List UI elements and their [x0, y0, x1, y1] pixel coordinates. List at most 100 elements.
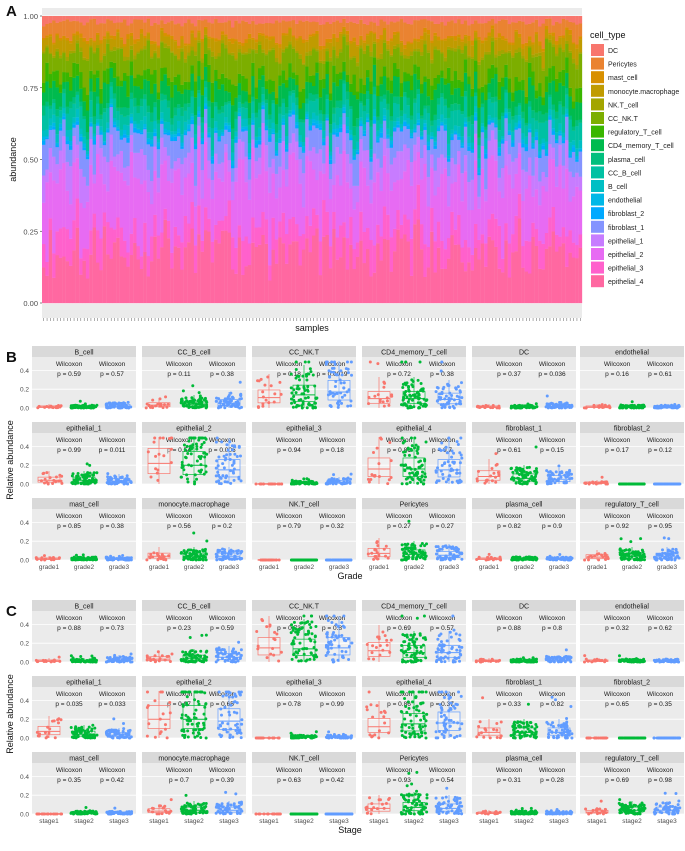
data-point: [349, 360, 353, 364]
stacked-bar-segment: [484, 149, 488, 154]
stacked-bar-segment: [355, 23, 360, 45]
data-point: [334, 372, 338, 376]
data-point: [447, 399, 451, 403]
stacked-bar-segment: [62, 256, 66, 304]
stacked-bar-segment: [193, 124, 198, 135]
stacked-bar-segment: [116, 217, 120, 238]
stacked-bar-segment: [99, 238, 103, 271]
stacked-bar-segment: [291, 152, 296, 218]
data-point: [551, 402, 555, 406]
data-point: [401, 398, 405, 402]
stacked-bar-segment: [89, 254, 93, 304]
stacked-bar-segment: [568, 157, 573, 172]
stacked-bar-segment: [436, 247, 441, 304]
stacked-bar-segment: [487, 119, 492, 122]
stacked-bar-segment: [92, 213, 97, 228]
data-point: [530, 474, 534, 478]
stacked-bar-segment: [551, 159, 556, 208]
data-point: [167, 436, 171, 440]
data-point: [418, 459, 422, 463]
stacked-bar-segment: [58, 84, 63, 93]
stacked-bar-segment: [386, 214, 390, 241]
data-point: [58, 473, 62, 477]
stacked-bar-segment: [315, 93, 319, 99]
data-point: [602, 405, 606, 409]
stacked-bar-segment: [210, 149, 215, 157]
stacked-bar-segment: [393, 251, 397, 304]
stacked-bar-segment: [322, 88, 326, 115]
stacked-bar-segment: [163, 160, 168, 209]
data-point: [336, 400, 340, 404]
stacked-bar-segment: [568, 201, 573, 231]
stacked-bar-segment: [467, 83, 471, 117]
facet-strip: [32, 422, 136, 433]
data-point: [126, 482, 130, 486]
stacked-bar-segment: [200, 132, 205, 139]
stacked-bar-segment: [55, 142, 60, 146]
data-point: [238, 454, 242, 458]
stacked-bar-segment: [504, 40, 508, 53]
data-point: [673, 402, 677, 406]
stacked-bar-segment: [507, 123, 512, 131]
stacked-bar-segment: [528, 128, 532, 130]
data-point: [592, 481, 596, 485]
data-point: [403, 393, 407, 397]
stacked-bar-segment: [65, 113, 70, 131]
stacked-bar-segment: [372, 123, 377, 154]
stacked-bar-segment: [207, 127, 211, 133]
stacked-bar-segment: [244, 54, 249, 79]
stacked-bar-segment: [517, 20, 522, 34]
stacked-bar-segment: [409, 115, 414, 120]
stacked-bar-segment: [332, 163, 336, 186]
stacked-bar-segment: [487, 219, 492, 237]
stacked-bar-segment: [399, 55, 404, 84]
stacked-bar-segment: [538, 96, 542, 112]
stacked-bar-segment: [308, 22, 313, 35]
stacked-bar-segment: [129, 45, 134, 50]
stacked-bar-segment: [467, 116, 471, 122]
stacked-bar-segment: [322, 45, 326, 49]
stacked-bar-segment: [389, 271, 394, 304]
data-point: [232, 467, 236, 471]
data-point: [331, 394, 335, 398]
stacked-bar-segment: [42, 105, 46, 116]
stacked-bar-segment: [561, 35, 566, 39]
stacked-bar-segment: [544, 191, 549, 234]
stacked-bar-segment: [345, 126, 350, 130]
stacked-bar-segment: [48, 53, 53, 75]
stacked-bar-segment: [126, 107, 130, 116]
data-point: [658, 404, 662, 408]
stacked-bar-segment: [575, 16, 579, 25]
data-point: [592, 405, 596, 409]
stacked-bar-segment: [470, 40, 475, 46]
stacked-bar-segment: [474, 38, 478, 41]
stacked-bar-segment: [301, 16, 306, 22]
data-point: [490, 479, 494, 483]
stacked-bar-segment: [403, 126, 407, 145]
stacked-bar-segment: [507, 23, 512, 43]
stacked-bar-segment: [332, 228, 336, 304]
stacked-bar-segment: [210, 156, 215, 160]
stacked-bar-segment: [484, 201, 488, 244]
stacked-bar-segment: [494, 67, 498, 75]
data-point: [205, 403, 209, 407]
stacked-bar-segment: [349, 91, 353, 107]
stacked-bar-segment: [133, 97, 137, 107]
stacked-bar-segment: [116, 76, 120, 87]
stacked-bar-segment: [423, 76, 427, 82]
stacked-bar-segment: [96, 70, 100, 78]
stacked-bar-segment: [237, 52, 242, 74]
stacked-bar-segment: [264, 99, 269, 104]
stacked-bar-segment: [129, 151, 134, 234]
stacked-bar-segment: [291, 37, 296, 47]
stacked-bar-segment: [403, 92, 407, 97]
stacked-bar-segment: [204, 19, 208, 27]
data-point: [621, 405, 625, 409]
data-point: [408, 471, 412, 475]
data-point: [203, 436, 207, 440]
stacked-bar-segment: [126, 166, 130, 186]
data-point: [423, 458, 427, 462]
stacked-bar-segment: [345, 133, 350, 155]
stacked-bar-segment: [261, 52, 265, 66]
stacked-bar-segment: [470, 56, 475, 59]
